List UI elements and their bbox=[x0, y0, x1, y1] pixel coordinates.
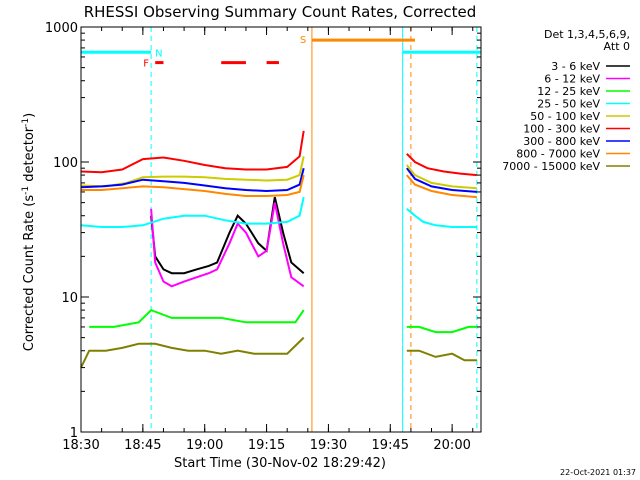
series-line-3-6-kev-0 bbox=[150, 196, 305, 275]
legend-label-12-25-kev: 12 - 25 keV bbox=[537, 85, 600, 98]
y-axis-label-sup2: -1 bbox=[21, 118, 31, 127]
y-axis-label-mid: detector bbox=[22, 126, 37, 186]
y-tick-label-100: 100 bbox=[53, 156, 78, 171]
x-tick-label-18-30: 18:30 bbox=[62, 438, 99, 453]
series-line-12-25-kev-1 bbox=[406, 325, 477, 334]
series-line-300-800-kev-1 bbox=[406, 167, 477, 193]
legend-label-6-12-kev: 6 - 12 keV bbox=[544, 73, 600, 86]
series-line-100-300-kev-0 bbox=[80, 130, 305, 174]
night-bar-label-0: N bbox=[155, 48, 162, 59]
legend-header-line2: Att 0 bbox=[604, 40, 630, 53]
legend-header-line1: Det 1,3,4,5,6,9, bbox=[544, 28, 630, 41]
legend-label-800-7000-kev: 800 - 7000 keV bbox=[516, 148, 600, 161]
legend-label-7000-15000-kev: 7000 - 15000 keV bbox=[502, 160, 600, 173]
x-tick-label-19-15: 19:15 bbox=[248, 438, 285, 453]
y-axis-label: Corrected Count Rate (s-1 detector-1) bbox=[21, 113, 37, 351]
legend-label-25-50-kev: 25 - 50 keV bbox=[537, 98, 600, 111]
annotation-bars: N S F bbox=[81, 35, 481, 70]
series-line-7000-15000-kev-1 bbox=[406, 349, 477, 362]
series-line-6-12-kev-0 bbox=[150, 202, 305, 288]
y-tick-label-10: 10 bbox=[61, 291, 78, 306]
y-axis-label-main: Corrected Count Rate (s bbox=[22, 195, 37, 352]
y-axis-ticks: 1 10 100 1000 bbox=[45, 21, 481, 441]
x-tick-label-18-45: 18:45 bbox=[124, 438, 161, 453]
series-line-25-50-kev-1 bbox=[406, 208, 477, 228]
legend-label-3-6-kev: 3 - 6 keV bbox=[551, 60, 600, 73]
series-line-7000-15000-kev-0 bbox=[80, 336, 305, 369]
series-line-300-800-kev-0 bbox=[80, 167, 305, 193]
saa-bar-label: S bbox=[300, 35, 306, 46]
plot-frame bbox=[80, 26, 482, 433]
x-tick-label-19-00: 19:00 bbox=[186, 438, 223, 453]
y-axis-label-end: ) bbox=[22, 113, 37, 118]
x-tick-label-19-45: 19:45 bbox=[372, 438, 409, 453]
series-lines bbox=[80, 130, 477, 369]
flare-bar-label: F bbox=[143, 59, 149, 70]
series-line-100-300-kev-1 bbox=[406, 153, 477, 177]
series-line-25-50-kev-0 bbox=[80, 196, 305, 228]
x-axis-ticks: 18:30 18:45 19:00 19:15 19:30 19:45 20:00 bbox=[62, 27, 474, 453]
vertical-marker-lines bbox=[150, 27, 478, 432]
footer-timestamp: 22-Oct-2021 01:37 bbox=[560, 468, 636, 477]
legend-label-100-300-kev: 100 - 300 keV bbox=[523, 123, 600, 136]
series-line-800-7000-kev-1 bbox=[406, 174, 477, 199]
x-axis-label: Start Time (30-Nov-02 18:29:42) bbox=[174, 456, 386, 471]
x-tick-label-19-30: 19:30 bbox=[310, 438, 347, 453]
series-line-50-100-kev-1 bbox=[406, 164, 477, 190]
legend-label-300-800-kev: 300 - 800 keV bbox=[523, 135, 600, 148]
y-tick-label-1000: 1000 bbox=[45, 21, 78, 36]
legend-label-50-100-kev: 50 - 100 keV bbox=[530, 110, 600, 123]
x-tick-label-20-00: 20:00 bbox=[433, 438, 470, 453]
chart-title: RHESSI Observing Summary Count Rates, Co… bbox=[84, 3, 477, 21]
y-tick-label-1: 1 bbox=[70, 426, 78, 441]
series-line-800-7000-kev-0 bbox=[81, 174, 305, 197]
y-axis-label-sup1: -1 bbox=[21, 186, 31, 195]
series-line-12-25-kev-0 bbox=[89, 308, 305, 328]
